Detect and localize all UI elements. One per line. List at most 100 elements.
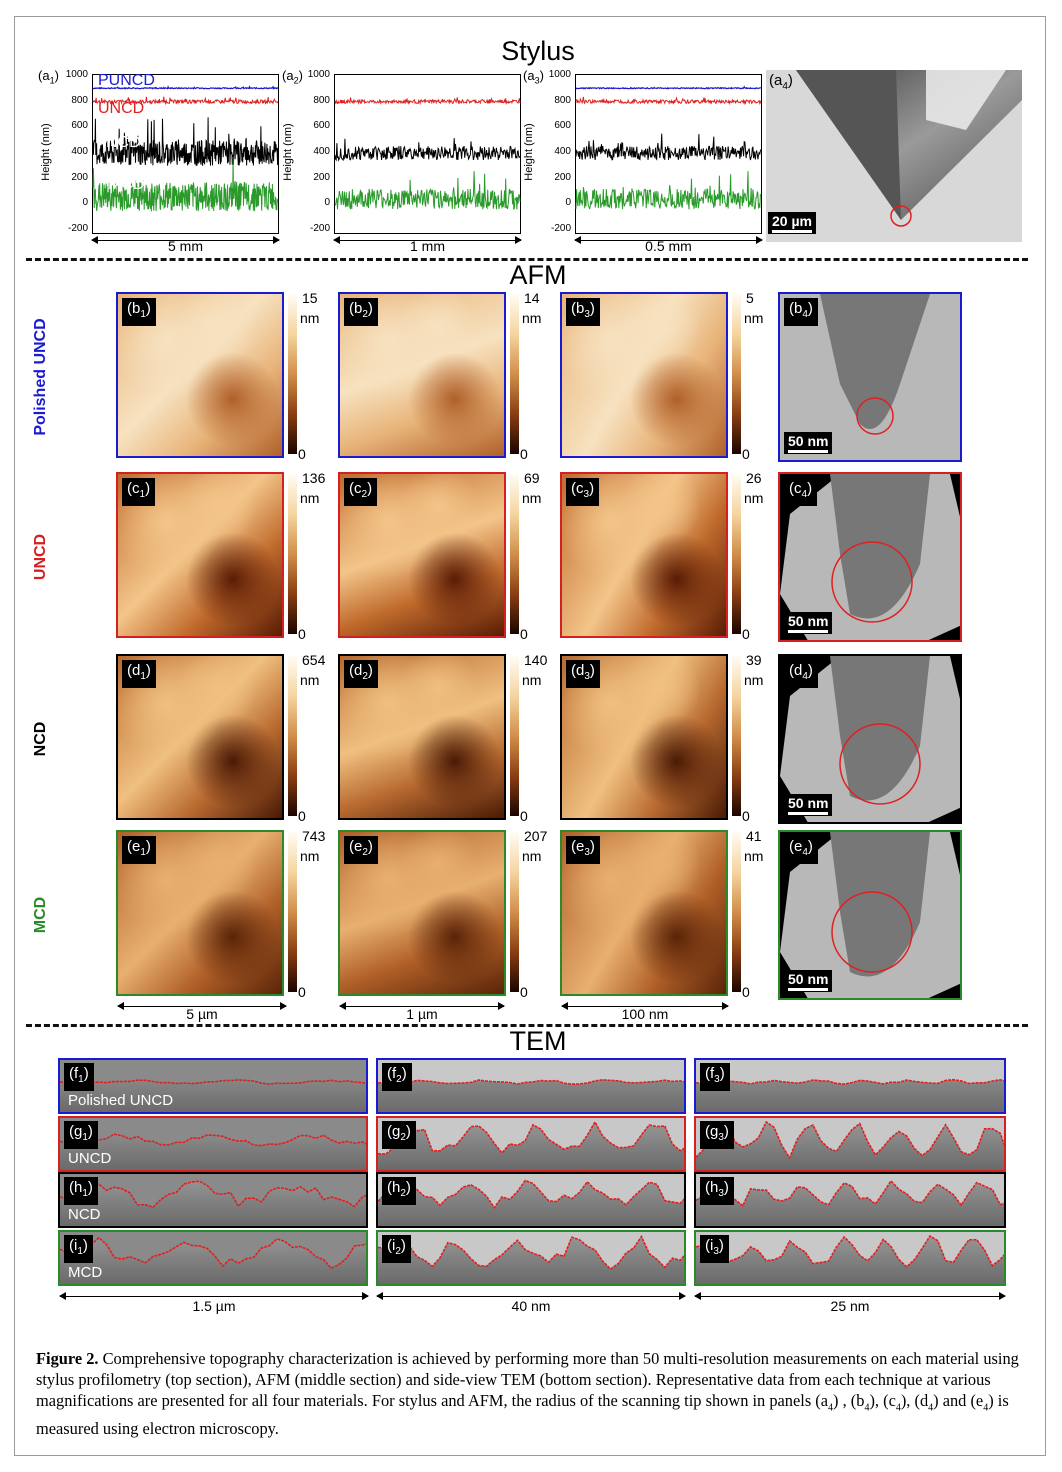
- y-tick: 200: [313, 171, 330, 183]
- afm-colorbar: [510, 832, 519, 992]
- afm-panel-label: (d3): [566, 660, 600, 688]
- y-axis-label: Height (nm): [282, 123, 294, 181]
- afm-panel-label: (e3): [566, 836, 600, 864]
- y-tick: 800: [313, 94, 330, 106]
- y-tick: 1000: [65, 69, 88, 80]
- colorbar-unit: nm: [744, 310, 764, 326]
- tem-panel-label: (i3): [700, 1235, 729, 1263]
- surface-profile-line: [696, 1234, 1004, 1268]
- divider-stylus-afm: [26, 258, 1028, 261]
- tem-cross-section-panel: (f1) Polished UNCD: [58, 1058, 368, 1114]
- tem-micrograph: [378, 1232, 684, 1271]
- tem-cross-section-panel: (h2): [376, 1172, 686, 1228]
- afm-tip-tem-panel: (b4) 50 nm: [778, 292, 962, 462]
- plot-label-a3: (a3): [523, 68, 544, 86]
- y-tick: 400: [313, 146, 330, 157]
- series-label-ncd: NCD: [106, 134, 141, 151]
- afm-colorbar: [732, 832, 741, 992]
- afm-colorbar: [288, 656, 297, 816]
- caption-rest-1: ), (c: [869, 1391, 896, 1410]
- colorbar-min: 0: [742, 984, 750, 1000]
- tem-cross-section-panel: (f2): [376, 1058, 686, 1114]
- tip-micrograph: [780, 474, 960, 640]
- afm-panel-label: (d2): [344, 660, 378, 688]
- scale-arrow-a1: [91, 236, 280, 244]
- tip-scale-text: 50 nm: [788, 433, 829, 449]
- afm-panel-label: (c1): [122, 478, 156, 506]
- tem-panel-label: (i1): [64, 1235, 93, 1263]
- caption-sub: 4: [928, 1402, 934, 1414]
- afm-colorbar: [288, 294, 297, 454]
- series-line-puncd: [575, 85, 762, 90]
- tem-title: TEM: [509, 1026, 567, 1056]
- surface-profile-line: [60, 1133, 366, 1147]
- afm-row-label: UNCD: [32, 533, 49, 581]
- tem-material-label: Polished UNCD: [68, 1092, 174, 1109]
- tem-material-label: NCD: [68, 1206, 101, 1223]
- tem-cross-section-panel: (g1) UNCD: [58, 1116, 368, 1172]
- tem-micrograph: [60, 1232, 366, 1270]
- tem-micrograph: [696, 1232, 1004, 1268]
- profile-plot-a3: [575, 74, 762, 234]
- tem-micrograph: [378, 1174, 684, 1209]
- tem-cross-section-panel: (i1) MCD: [58, 1230, 368, 1286]
- tem-panel-label: (g2): [382, 1121, 416, 1149]
- colorbar-max: 5: [746, 290, 754, 306]
- tem-background: [378, 1232, 684, 1269]
- afm-colorbar: [288, 832, 297, 992]
- afm-image-panel: (c2): [338, 472, 506, 638]
- scale-arrow-a3: [574, 236, 763, 244]
- tem-material-label: UNCD: [68, 1150, 112, 1167]
- y-axis-label: Height (nm): [40, 123, 52, 181]
- colorbar-max: 41: [746, 828, 762, 844]
- colorbar-unit: nm: [522, 310, 542, 326]
- tip-panel-label: (e4): [784, 836, 818, 864]
- tem-background: [696, 1174, 1004, 1206]
- series-line-uncd: [575, 96, 762, 106]
- tip-scale-bar: 50 nm: [784, 432, 833, 454]
- surface-profile-line: [696, 1120, 1004, 1160]
- colorbar-min: 0: [742, 626, 750, 642]
- tem-cross-section-panel: (g3): [694, 1116, 1006, 1172]
- colorbar-min: 0: [298, 446, 306, 462]
- figure-caption: Figure 2. Comprehensive topography chara…: [36, 1348, 1026, 1439]
- tem-scale-2: 40 nm: [511, 1298, 551, 1314]
- tem-cross-section-panel: (g2): [376, 1116, 686, 1172]
- tem-background: [696, 1232, 1004, 1267]
- surface-profile-line: [60, 1180, 366, 1209]
- figure-frame: [14, 16, 1046, 1456]
- tem-background: [378, 1174, 684, 1208]
- colorbar-unit: nm: [300, 848, 320, 864]
- afm-scale-2: 1 µm: [406, 1006, 438, 1022]
- tem-micrograph: [378, 1118, 684, 1155]
- afm-colorbar: [288, 474, 297, 634]
- colorbar-max: 14: [524, 290, 540, 306]
- tem-panel-label: (f3): [700, 1063, 730, 1091]
- y-tick: -200: [550, 223, 571, 234]
- colorbar-max: 39: [746, 652, 762, 668]
- caption-sub: 4: [983, 1402, 989, 1414]
- tem-panel-label: (f2): [382, 1063, 412, 1091]
- afm-scale-3: 100 nm: [621, 1006, 669, 1022]
- afm-tip-tem-panel: (d4) 50 nm: [778, 654, 962, 824]
- tem-background: [60, 1060, 366, 1085]
- caption-sub: 4: [895, 1402, 901, 1414]
- y-tick: -200: [309, 223, 330, 234]
- y-tick: 1000: [307, 69, 330, 80]
- colorbar-min: 0: [742, 446, 750, 462]
- y-tick: 0: [324, 197, 330, 209]
- caption-sub: 4: [828, 1402, 834, 1414]
- tem-background: [378, 1060, 684, 1085]
- y-tick: -200: [67, 223, 88, 234]
- tem-panel-label: (h3): [700, 1177, 734, 1205]
- colorbar-min: 0: [520, 626, 528, 642]
- y-tick: 400: [71, 146, 88, 157]
- tip-micrograph: [780, 832, 960, 998]
- tem-scale-arrow-2: [376, 1292, 686, 1300]
- afm-image-panel: (e2): [338, 830, 506, 996]
- y-tick: 0: [82, 197, 88, 209]
- colorbar-min: 0: [298, 626, 306, 642]
- surface-profile-line: [378, 1179, 684, 1209]
- tip-radius-circle: [839, 723, 921, 805]
- afm-tip-tem-panel: (e4) 50 nm: [778, 830, 962, 1000]
